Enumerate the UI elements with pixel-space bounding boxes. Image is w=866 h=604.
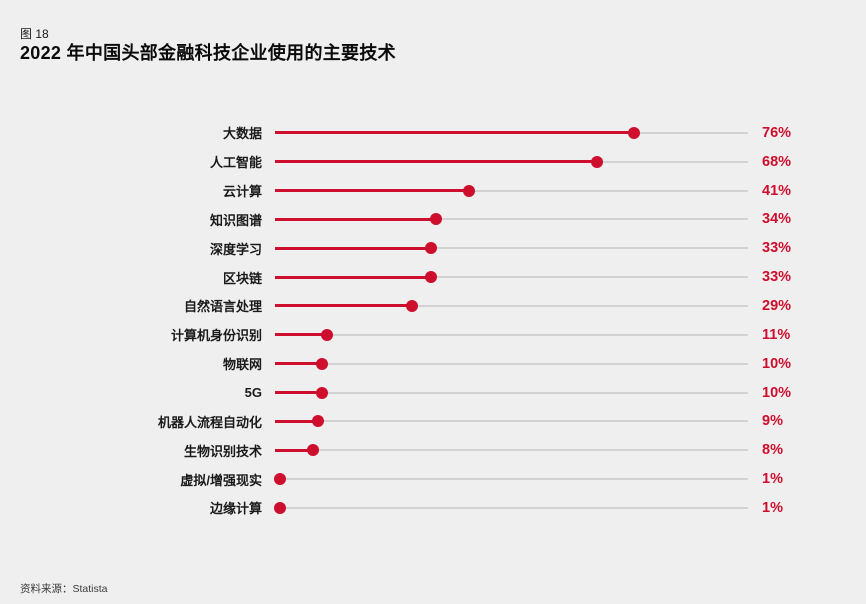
category-label: 机器人流程自动化 (157, 414, 262, 430)
chart-row: 深度学习 33% (0, 234, 866, 263)
value-line (275, 362, 323, 366)
value-track (273, 501, 748, 515)
value-label: 1% (762, 499, 783, 516)
track-line (275, 391, 748, 394)
chart-row: 计算机身份识别 11% (0, 320, 866, 349)
category-label: 虚拟/增强现实 (180, 472, 262, 488)
track-line (275, 362, 748, 365)
track-line (275, 449, 748, 452)
value-label: 29% (762, 297, 792, 314)
value-label: 33% (762, 269, 792, 286)
value-track (275, 386, 748, 400)
track-line (275, 333, 748, 336)
data-point-dot (425, 271, 438, 284)
value-track (275, 126, 748, 140)
category-label: 深度学习 (209, 241, 262, 257)
chart-row: 生物识别技术 8% (0, 436, 866, 465)
value-line (275, 333, 328, 337)
track-line (275, 420, 748, 423)
chart-row: 机器人流程自动化 9% (0, 407, 866, 436)
value-track (275, 241, 748, 255)
value-label: 10% (762, 355, 792, 372)
data-point-dot (406, 299, 419, 312)
track-line (275, 304, 748, 307)
category-label: 生物识别技术 (183, 443, 262, 459)
value-line (275, 304, 413, 308)
track-line (275, 276, 748, 279)
track-line (275, 247, 748, 250)
category-label: 区块链 (222, 270, 262, 286)
chart-row: 物联网 10% (0, 349, 866, 378)
source-note: 资料来源：Statista (20, 583, 108, 595)
category-label: 5G (244, 385, 262, 401)
chart-row: 边缘计算 1% (0, 493, 866, 522)
chart-row: 云计算 41% (0, 176, 866, 205)
data-point-dot (425, 242, 438, 255)
data-point-dot (321, 328, 334, 341)
value-track (275, 443, 748, 457)
value-label: 68% (762, 153, 792, 170)
value-label: 34% (762, 211, 792, 228)
data-point-dot (306, 444, 319, 457)
data-point-dot (316, 386, 329, 399)
value-track (275, 212, 748, 226)
page-title: 2022 年中国头部金融科技企业使用的主要技术 (20, 43, 396, 63)
value-track (275, 414, 748, 428)
value-line (275, 275, 432, 279)
value-label: 41% (762, 182, 792, 199)
data-point-dot (273, 473, 286, 486)
category-label: 大数据 (222, 126, 262, 142)
chart-row: 5G 10% (0, 378, 866, 407)
value-label: 11% (762, 326, 791, 343)
value-label: 76% (762, 124, 792, 141)
category-label: 计算机身份识别 (170, 328, 262, 344)
value-label: 33% (762, 240, 792, 257)
value-line (275, 419, 318, 423)
figure-label: 图 18 (20, 27, 49, 41)
chart-row: 自然语言处理 29% (0, 292, 866, 321)
value-line (275, 217, 436, 221)
category-label: 人工智能 (209, 155, 262, 171)
value-track (275, 155, 748, 169)
chart-row: 区块链 33% (0, 263, 866, 292)
value-track (275, 299, 748, 313)
value-track (273, 472, 748, 486)
category-label: 自然语言处理 (183, 299, 262, 315)
data-point-dot (429, 213, 442, 226)
value-line (275, 246, 432, 250)
track-line (275, 506, 748, 509)
chart-row: 大数据 76% (0, 119, 866, 148)
data-point-dot (316, 357, 329, 370)
track-line (275, 218, 748, 221)
value-track (275, 270, 748, 284)
chart-row: 知识图谱 34% (0, 205, 866, 234)
value-label: 9% (762, 413, 783, 430)
value-track (275, 328, 748, 342)
data-point-dot (628, 126, 641, 139)
value-track (275, 357, 748, 371)
value-line (275, 160, 597, 164)
chart-row: 人工智能 68% (0, 147, 866, 176)
data-point-dot (462, 184, 475, 197)
value-line (275, 189, 469, 193)
track-line (275, 189, 748, 192)
data-point-dot (311, 415, 324, 428)
value-label: 1% (762, 471, 783, 488)
data-point-dot (590, 155, 603, 168)
lollipop-chart: 大数据 76% 人工智能 68% 云计算 41% 知识图谱 34% 深度学习 33% 区块链 33% 自… (0, 119, 866, 523)
value-line (275, 131, 635, 135)
data-point-dot (273, 501, 286, 514)
track-line (275, 478, 748, 481)
value-label: 8% (762, 442, 783, 459)
category-label: 物联网 (222, 357, 262, 373)
chart-row: 虚拟/增强现实 1% (0, 465, 866, 494)
category-label: 云计算 (222, 184, 262, 200)
category-label: 知识图谱 (209, 212, 262, 228)
value-label: 10% (762, 384, 792, 401)
value-line (275, 448, 313, 452)
category-label: 边缘计算 (209, 501, 262, 517)
value-line (275, 391, 323, 395)
value-track (275, 184, 748, 198)
